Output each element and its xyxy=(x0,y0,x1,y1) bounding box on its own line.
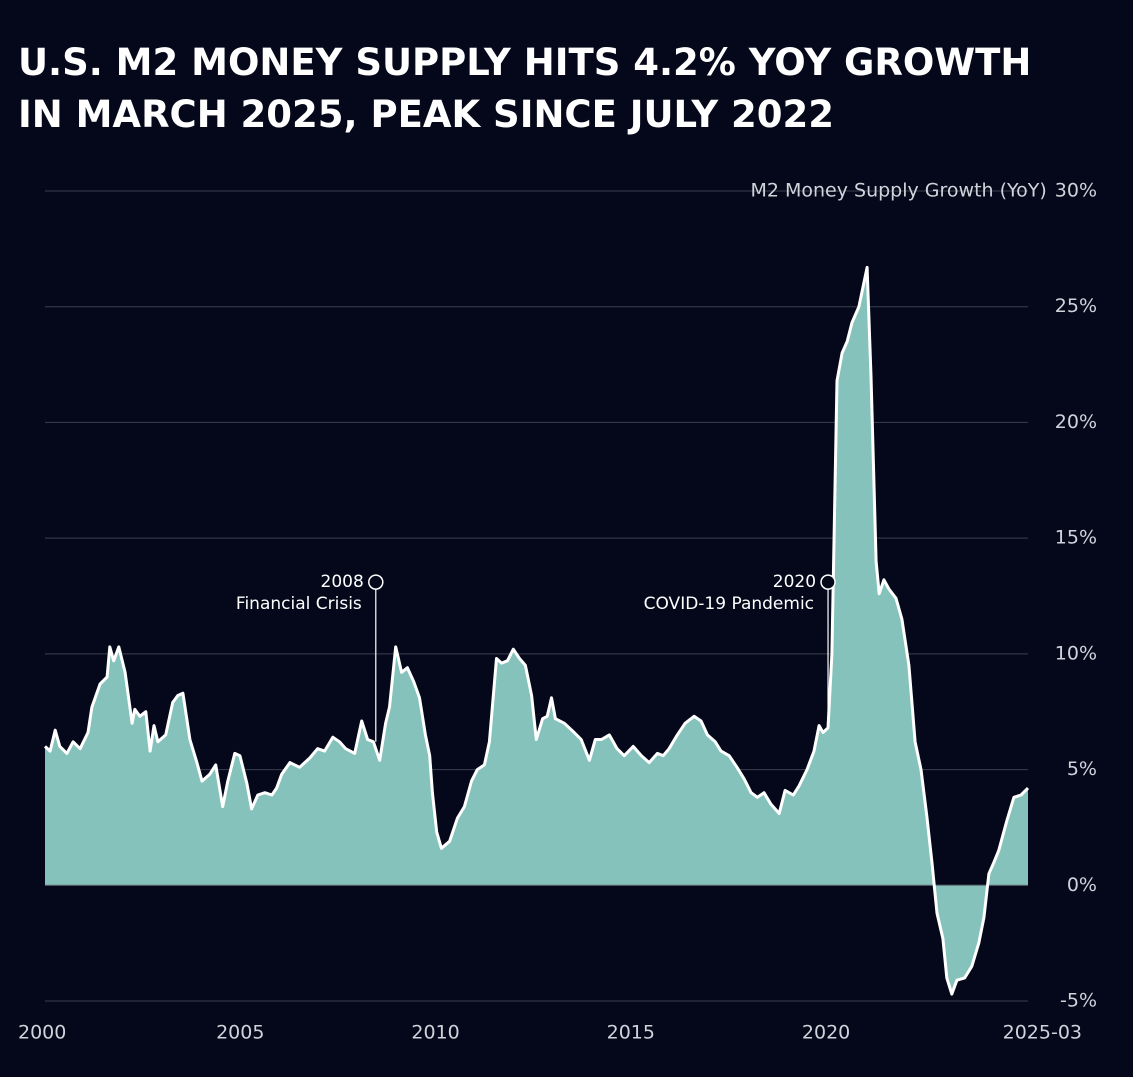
x-tick-label: 2015 xyxy=(607,1022,655,1044)
y-tick-label: 0% xyxy=(1067,874,1097,896)
annotation-text: Financial Crisis xyxy=(236,594,362,614)
y-tick-label: 10% xyxy=(1055,642,1097,664)
annotation-marker xyxy=(820,574,836,590)
y-tick-label: 15% xyxy=(1055,527,1097,549)
line xyxy=(43,265,1030,996)
annotation-year: 2008 xyxy=(321,572,364,592)
x-tick-label: 2005 xyxy=(216,1022,264,1044)
x-tick-label: 2025-03 xyxy=(1003,1022,1082,1044)
x-tick-label: 2020 xyxy=(802,1022,850,1044)
y-axis-label: M2 Money Supply Growth (YoY) xyxy=(750,180,1046,202)
y-tick-label: 25% xyxy=(1055,295,1097,317)
y-tick-label: 20% xyxy=(1055,411,1097,433)
annotation-year: 2020 xyxy=(773,572,816,592)
y-tick-label: -5% xyxy=(1060,990,1097,1012)
x-tick-label: 2000 xyxy=(18,1022,66,1044)
chart-title: U.S. M2 MONEY SUPPLY HITS 4.2% YOY GROWT… xyxy=(18,41,1031,84)
chart-title: IN MARCH 2025, PEAK SINCE JULY 2022 xyxy=(18,93,834,136)
y-tick-label: 30% xyxy=(1055,180,1097,202)
area xyxy=(45,267,1028,995)
annotation-marker xyxy=(368,574,384,590)
y-tick-label: 5% xyxy=(1067,758,1097,780)
annotation-text: COVID-19 Pandemic xyxy=(644,594,814,614)
x-tick-label: 2010 xyxy=(411,1022,459,1044)
